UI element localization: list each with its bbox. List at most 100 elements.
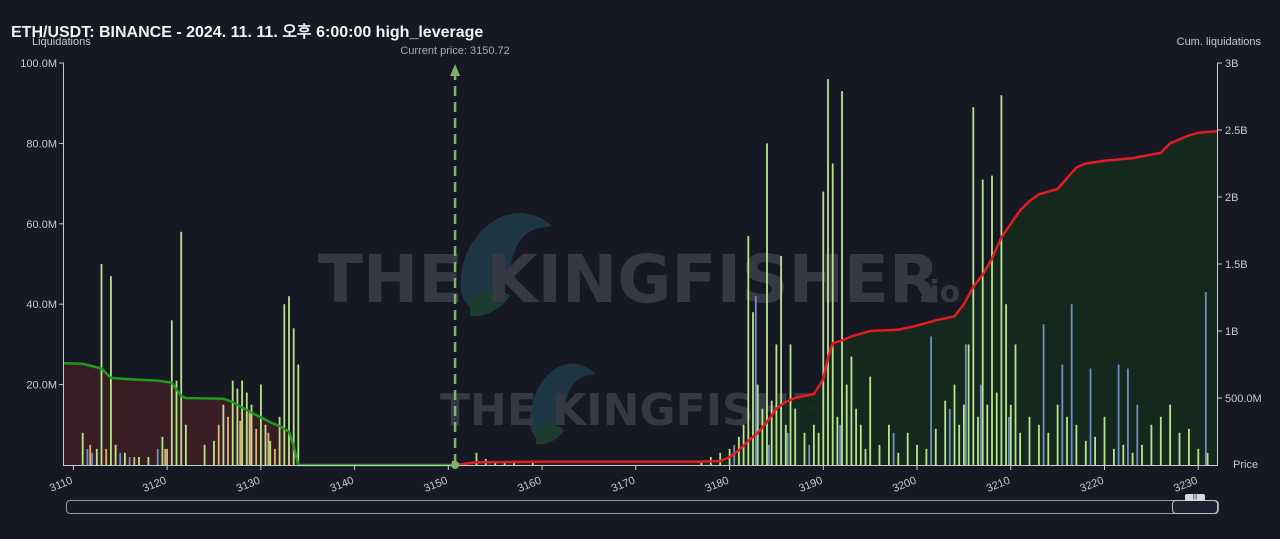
bar-green <box>95 448 98 465</box>
bar-orange <box>255 428 258 465</box>
bar-blue <box>1089 368 1092 465</box>
bar-green <box>991 175 993 465</box>
bar-orange <box>166 448 168 465</box>
bar-green <box>1047 432 1050 465</box>
bar-green <box>245 392 248 465</box>
bar-green <box>925 448 928 465</box>
bar-green <box>264 424 267 465</box>
y2-tick-label: 1.5B <box>1225 259 1248 271</box>
bar-green <box>817 432 820 465</box>
y2-axis-ticks: 500.0M 1B 1.5B 2B 2.5B 3B <box>1217 58 1262 405</box>
current-price-marker: Current price: 3150.72 <box>400 45 510 469</box>
x-tick-label: 3170 <box>610 475 637 495</box>
bar-green <box>1028 416 1031 465</box>
bar-green <box>1066 416 1068 465</box>
bar-green <box>100 264 103 465</box>
bar-green <box>185 424 187 465</box>
bar-green <box>967 344 970 465</box>
x-tick-label: 3140 <box>329 475 356 495</box>
bar-green <box>700 461 703 465</box>
bar-green <box>1113 448 1115 465</box>
bar-green <box>124 452 126 465</box>
bar-green <box>761 408 764 465</box>
x-axis-ticks: 3110 3120 3130 3140 3150 3160 3170 3180 3190 3200… <box>48 465 1199 495</box>
bar-green <box>1159 416 1162 465</box>
bar-green <box>138 457 140 465</box>
bar-blue <box>754 296 757 465</box>
bar-blue <box>1070 304 1073 465</box>
bar-orange <box>227 416 229 465</box>
bar-green <box>822 191 825 465</box>
bar-green <box>850 356 853 465</box>
bar-green <box>981 179 984 465</box>
bar-blue <box>128 457 131 465</box>
bar-green <box>1009 404 1012 465</box>
watermark-text-large: THE KINGFISHER <box>318 241 940 318</box>
bar-orange <box>105 448 108 465</box>
bar-green <box>888 424 890 465</box>
bar-green <box>475 452 478 465</box>
bar-green <box>747 235 750 465</box>
bar-green <box>766 143 768 465</box>
bar-blue <box>86 448 89 465</box>
y-axis-title: Liquidations <box>32 36 91 48</box>
bar-green <box>288 296 290 465</box>
bar-blue <box>91 452 93 465</box>
bar-green <box>813 424 815 465</box>
bar-green <box>231 380 234 465</box>
y-tick-label: 80.0M <box>26 138 57 150</box>
bar-green <box>934 428 937 465</box>
y-axis-ticks: 20.0M 40.0M 60.0M 80.0M 100.0M <box>20 58 64 392</box>
bar-green <box>845 384 848 465</box>
bar-blue <box>1136 404 1139 465</box>
bar-blue <box>119 452 122 465</box>
range-scrollbar[interactable] <box>66 500 1219 514</box>
y2-tick-label: 2B <box>1225 192 1238 204</box>
bar-green <box>855 408 857 465</box>
bar-green <box>81 432 84 465</box>
bar-blue <box>948 408 951 465</box>
bar-green <box>1014 344 1017 465</box>
bar-green <box>986 404 989 465</box>
range-handle-body[interactable] <box>1172 500 1218 514</box>
bar-green <box>770 400 773 465</box>
bar-green <box>236 388 239 465</box>
range-scrollbar-handle[interactable]: ||| <box>1172 494 1218 518</box>
bar-green <box>161 436 164 465</box>
bar-blue <box>1042 324 1045 465</box>
y2-axis-title: Cum. liquidations <box>1177 36 1262 48</box>
bar-blue <box>930 336 932 465</box>
bar-green <box>531 461 534 465</box>
bar-green <box>1188 428 1190 465</box>
bar-green <box>114 444 117 465</box>
bar-blue <box>808 444 811 465</box>
x-tick-label: 3230 <box>1172 475 1199 495</box>
bar-green <box>292 328 295 465</box>
current-price-arrow-icon <box>450 64 461 76</box>
bar-green <box>1197 448 1200 465</box>
cum-lines <box>63 130 1218 467</box>
bar-green <box>1005 304 1007 465</box>
bar-green <box>260 384 262 465</box>
bar-blue <box>156 448 159 465</box>
bar-orange <box>217 424 220 465</box>
x-tick-label: 3200 <box>891 475 918 495</box>
bar-blue <box>786 432 789 465</box>
bar-green <box>1122 444 1125 465</box>
watermark-suffix-large: .io <box>918 275 960 310</box>
cum-short-fill <box>454 131 1217 466</box>
bar-blue <box>1061 364 1064 465</box>
bar-green <box>906 432 909 465</box>
bar-green <box>963 404 965 465</box>
bar-green <box>780 256 782 465</box>
bar-orange <box>274 448 276 465</box>
bar-green <box>719 452 722 465</box>
bar-green <box>897 452 900 465</box>
bar-blue <box>892 432 895 465</box>
grip-icon[interactable]: ||| <box>1185 494 1205 501</box>
bar-green <box>916 444 918 465</box>
bar-orange <box>239 420 242 465</box>
bar-green <box>827 79 829 465</box>
y-tick-label: 40.0M <box>26 299 57 311</box>
